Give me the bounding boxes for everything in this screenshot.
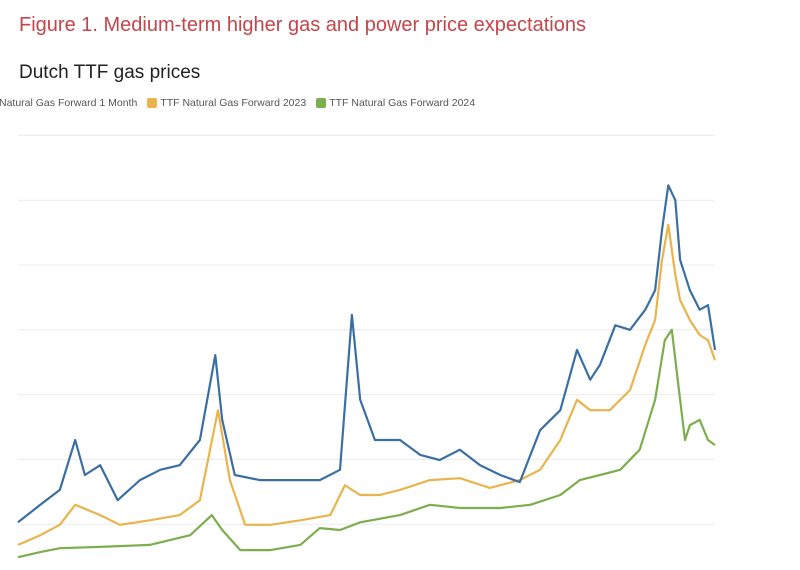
legend-item-2024[interactable]: TTF Natural Gas Forward 2024	[316, 97, 475, 109]
legend-item-2023[interactable]: TTF Natural Gas Forward 2023	[147, 97, 306, 109]
legend-item-1-month[interactable]: Natural Gas Forward 1 Month	[0, 97, 137, 109]
series-line-1	[17, 223, 717, 546]
chart-title: Dutch TTF gas prices	[19, 62, 201, 83]
legend: Natural Gas Forward 1 Month TTF Natural …	[0, 97, 475, 109]
series-line-2	[17, 328, 716, 559]
legend-swatch	[316, 98, 327, 108]
legend-label: TTF Natural Gas Forward 2023	[160, 97, 307, 109]
series-line-0	[17, 184, 717, 524]
figure-title: Figure 1. Medium-term higher gas and pow…	[19, 14, 586, 36]
legend-label: TTF Natural Gas Forward 2024	[329, 97, 476, 109]
legend-label: Natural Gas Forward 1 Month	[0, 97, 138, 109]
legend-swatch	[147, 98, 158, 108]
